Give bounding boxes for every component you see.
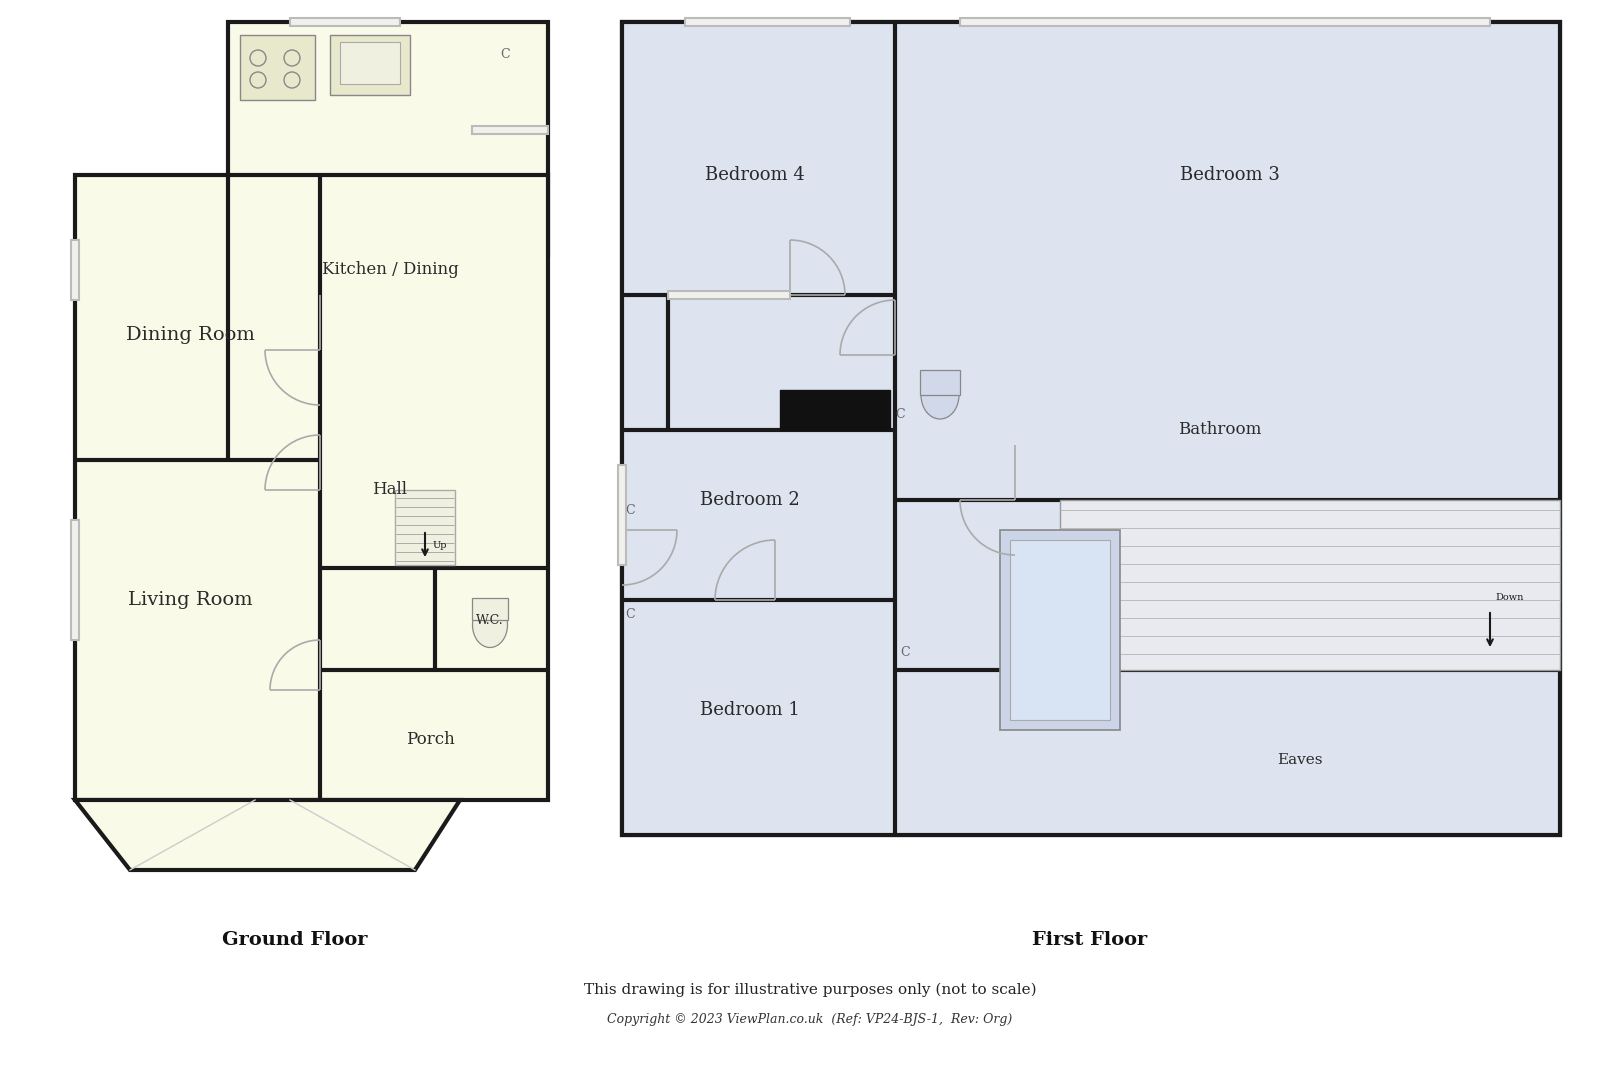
Text: Hall: Hall [373,481,408,498]
Bar [961,18,1490,26]
Bar [290,18,400,26]
Bar [228,22,548,255]
Ellipse shape [922,371,959,419]
Text: Eaves: Eaves [1277,753,1324,767]
Text: Ground Floor: Ground Floor [222,931,368,950]
Text: Porch: Porch [405,732,454,749]
Text: Up: Up [433,541,447,549]
Text: Bedroom 4: Bedroom 4 [705,166,805,185]
Text: C: C [625,609,635,622]
Bar [622,22,1560,835]
Text: C: C [625,504,635,517]
Bar [779,390,889,431]
Bar [340,42,400,84]
Ellipse shape [473,602,507,647]
Text: Bedroom 3: Bedroom 3 [1179,166,1280,185]
Bar [1009,540,1110,720]
Bar [617,465,625,565]
Text: C: C [501,49,510,62]
Text: Bedroom 2: Bedroom 2 [700,491,800,509]
Text: Dining Room: Dining Room [126,326,254,344]
Text: Bathroom: Bathroom [1178,422,1262,438]
Polygon shape [75,800,460,870]
Text: First Floor: First Floor [1032,931,1147,950]
Text: Kitchen / Dining: Kitchen / Dining [322,261,458,278]
Text: Copyright © 2023 ViewPlan.co.uk  (Ref: VP24-BJS-1,  Rev: Org): Copyright © 2023 ViewPlan.co.uk (Ref: VP… [608,1013,1012,1026]
Bar [1059,500,1560,670]
Bar [667,291,791,299]
Bar [471,126,548,134]
Text: This drawing is for illustrative purposes only (not to scale): This drawing is for illustrative purpose… [583,983,1037,997]
Bar [71,520,79,640]
Text: Down: Down [1495,593,1524,602]
Text: Bedroom 1: Bedroom 1 [700,701,800,719]
Text: Living Room: Living Room [128,591,253,609]
Text: C: C [896,409,906,422]
Bar [1000,530,1119,730]
Bar [240,35,314,100]
Bar [471,598,509,620]
Text: C: C [901,645,910,658]
Bar [920,370,961,395]
Text: W.C.: W.C. [476,614,504,627]
Bar [75,175,548,800]
Bar [622,22,1560,835]
Bar [71,240,79,300]
Bar [330,35,410,95]
Bar [395,490,455,565]
Bar [685,18,850,26]
